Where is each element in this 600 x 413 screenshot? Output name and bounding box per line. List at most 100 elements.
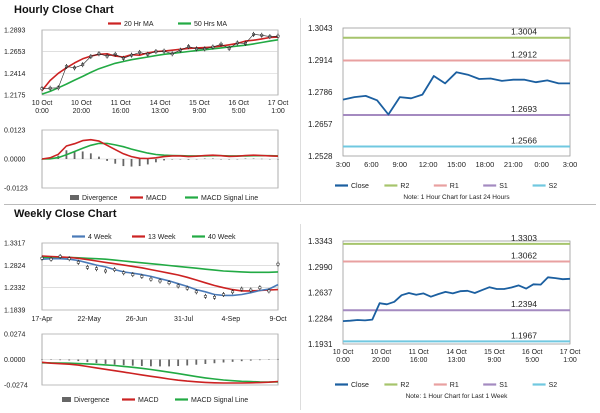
weekly-price-bar-body [222, 293, 225, 296]
hourly-divergence-bar [122, 159, 125, 167]
weekly-price-bar-body [67, 257, 71, 260]
hourly-macd-y-tick-label: 0.0000 [4, 157, 26, 164]
weekly-pivot-y-tick-label: 1.3343 [308, 237, 333, 246]
hourly-macd-y-tick-label: 0.0123 [4, 128, 26, 135]
hourly-divergence-bar [106, 159, 109, 161]
weekly-price-bar-body [95, 267, 98, 270]
weekly-pivot-x-tick-time: 9:00 [488, 357, 502, 364]
hourly-price-x-tick-label: 15 Oct [189, 100, 210, 107]
hourly-price-frame [41, 29, 279, 96]
weekly-price-bar-body [104, 269, 107, 273]
weekly-pivot-x-tick-time: 13:00 [448, 357, 466, 364]
hourly-divergence-bar [155, 159, 157, 163]
hourly-pivot-y-tick-label: 1.2528 [308, 152, 333, 161]
weekly-price-x-tick-label: 9-Oct [269, 316, 286, 323]
hourly-pivot-level-s2-label: 1.2566 [511, 136, 537, 146]
weekly-divergence-bar [168, 359, 170, 367]
legend-hourly-macd-label: MACD [146, 195, 167, 202]
hourly-pivot-y-tick-label: 1.2914 [308, 56, 333, 65]
hourly-pivot-legend-close-label: Close [351, 183, 369, 190]
hourly-pivot-y-tick-label: 1.2786 [308, 88, 333, 97]
weekly-divergence-bar [186, 359, 189, 366]
hourly-divergence-bar [98, 156, 100, 159]
weekly-divergence-bar [131, 359, 134, 366]
hourly-pivot-x-tick-label: 9:00 [392, 160, 407, 169]
hourly-divergence-bar [73, 151, 76, 159]
weekly-divergence-bar [140, 359, 143, 367]
legend-weekly-macd-signal-label: MACD Signal Line [191, 397, 248, 404]
weekly-divergence-bar [231, 359, 234, 362]
hourly-section-title: Hourly Close Chart [14, 4, 114, 16]
weekly-divergence-bar [258, 359, 261, 361]
weekly-price-bar-body [176, 284, 180, 288]
legend-hourly-divergence-swatch [70, 195, 79, 200]
weekly-price-bar-body [203, 295, 207, 298]
weekly-price-x-tick-label: 17-Apr [31, 316, 53, 323]
weekly-price-bar-body [140, 275, 144, 278]
series-hourly-close [41, 33, 279, 89]
weekly-pivot-level-s1-label: 1.2394 [511, 299, 537, 309]
weekly-price-bar-body [131, 273, 135, 276]
series-weekly-macd [41, 361, 279, 384]
hourly-divergence-bar [114, 159, 117, 164]
legend-50hrs-ma-label: 50 Hrs MA [194, 21, 227, 28]
series-50hrs-ma [41, 39, 279, 95]
weekly-pivot-note: Note: 1 Hour Chart for Last 1 Week [406, 393, 509, 400]
hourly-divergence-bar [130, 159, 133, 167]
weekly-pivot-y-tick-label: 1.2637 [308, 289, 333, 298]
panel-divider-top [300, 18, 301, 202]
hourly-divergence-bar [187, 159, 190, 160]
hourly-price-y-tick-label: 1.2653 [4, 49, 26, 56]
hourly-pivot-level-s1-label: 1.2693 [511, 104, 537, 114]
weekly-divergence-bar [150, 359, 152, 367]
weekly-pivot-x-tick-time: 16:00 [410, 357, 428, 364]
weekly-pivot-x-tick-label: 10 Oct [371, 349, 392, 356]
weekly-pivot-x-tick-label: 15 Oct [484, 349, 505, 356]
hourly-pivot-level-r1-label: 1.2912 [511, 50, 537, 60]
hourly-pivot-legend-r1-label: R1 [450, 183, 459, 190]
weekly-pivot-x-tick-time: 1:00 [563, 357, 577, 364]
weekly-divergence-bar [59, 359, 62, 361]
hourly-divergence-bar [146, 159, 149, 165]
legend-hourly-macd-signal-label: MACD Signal Line [201, 195, 258, 202]
weekly-divergence-bar [77, 359, 80, 362]
hourly-pivot-note: Note: 1 Hour Chart for Last 24 Hours [403, 194, 510, 201]
weekly-divergence-bar [122, 359, 125, 366]
weekly-price-bar-body [231, 290, 235, 294]
weekly-macd-y-tick-label: -0.0274 [4, 383, 28, 390]
hourly-pivot-x-tick-label: 3:00 [336, 160, 351, 169]
hourly-divergence-bar [138, 159, 141, 167]
weekly-pivot-x-tick-time: 0:00 [336, 357, 350, 364]
hourly-price-y-tick-label: 1.2175 [4, 93, 26, 100]
hourly-divergence-bar [163, 159, 165, 161]
weekly-pivot-x-tick-time: 20:00 [372, 357, 390, 364]
hourly-pivot-y-tick-label: 1.3043 [308, 24, 333, 33]
hourly-pivot-x-tick-label: 18:00 [475, 160, 494, 169]
weekly-divergence-bar [104, 359, 107, 364]
weekly-divergence-bar [177, 359, 180, 367]
hourly-price-x-tick-time: 16:00 [112, 108, 130, 115]
hourly-pivot-level-r2-label: 1.3004 [511, 27, 537, 37]
hourly-pivot-x-tick-label: 12:00 [419, 160, 438, 169]
hourly-price-x-tick-time: 1:00 [271, 108, 285, 115]
legend-weekly-divergence-label: Divergence [74, 397, 110, 404]
weekly-price-x-tick-label: 26-Jun [126, 316, 148, 323]
hourly-pivot-x-tick-label: 15:00 [447, 160, 466, 169]
hourly-pivot-legend-s1-label: S1 [499, 183, 508, 190]
weekly-divergence-bar [113, 359, 116, 365]
weekly-pivot-frame [342, 240, 571, 345]
weekly-divergence-bar [213, 359, 216, 364]
hourly-price-x-tick-label: 16 Oct [228, 100, 249, 107]
hourly-price-x-tick-label: 11 Oct [111, 100, 131, 107]
weekly-price-bar-body [49, 257, 53, 261]
weekly-price-bar-body [267, 289, 271, 293]
legend-4-week-label: 4 Week [88, 234, 112, 241]
hourly-price-y-tick-label: 1.2893 [4, 28, 26, 35]
weekly-divergence-bar [240, 359, 243, 362]
hourly-price-x-tick-label: 10 Oct [32, 100, 53, 107]
weekly-divergence-bar [95, 359, 98, 364]
weekly-price-y-tick-label: 1.3317 [4, 241, 26, 248]
weekly-price-x-tick-label: 31-Jul [174, 316, 194, 323]
weekly-macd-y-tick-label: 0.0274 [4, 332, 26, 339]
weekly-price-bar-body [122, 271, 126, 275]
